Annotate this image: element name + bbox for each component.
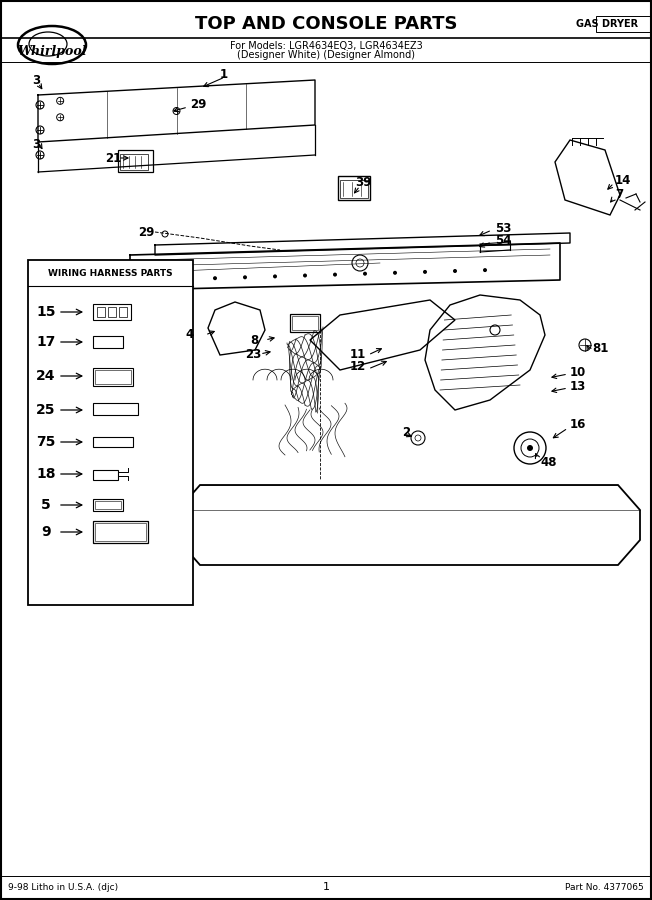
Bar bbox=[119, 307, 127, 317]
Text: 1: 1 bbox=[323, 882, 329, 892]
Text: 3: 3 bbox=[32, 74, 40, 86]
Circle shape bbox=[453, 269, 457, 273]
Bar bbox=[118, 150, 153, 172]
Text: 18: 18 bbox=[37, 467, 56, 481]
Text: 9-98 Litho in U.S.A. (djc): 9-98 Litho in U.S.A. (djc) bbox=[8, 883, 118, 892]
Bar bbox=[93, 437, 133, 447]
Text: (Designer White) (Designer Almond): (Designer White) (Designer Almond) bbox=[237, 50, 415, 60]
Text: 53: 53 bbox=[495, 221, 511, 235]
Bar bbox=[97, 307, 105, 317]
Circle shape bbox=[363, 272, 367, 275]
Text: 13: 13 bbox=[570, 380, 586, 392]
Bar bbox=[108, 307, 116, 317]
Bar bbox=[340, 180, 368, 198]
Circle shape bbox=[423, 270, 427, 274]
Text: 25: 25 bbox=[37, 403, 56, 417]
Text: 8: 8 bbox=[250, 334, 258, 346]
Text: 17: 17 bbox=[37, 335, 55, 349]
Circle shape bbox=[393, 271, 397, 274]
Text: WIRING HARNESS PARTS: WIRING HARNESS PARTS bbox=[48, 268, 173, 277]
Bar bbox=[120, 154, 148, 170]
Text: 54: 54 bbox=[495, 233, 512, 247]
Text: 15: 15 bbox=[37, 305, 56, 319]
Text: 48: 48 bbox=[540, 455, 557, 469]
Text: Part No. 4377065: Part No. 4377065 bbox=[565, 883, 644, 892]
Circle shape bbox=[183, 277, 187, 281]
Text: 16: 16 bbox=[570, 418, 586, 431]
Text: 23: 23 bbox=[245, 347, 261, 361]
Bar bbox=[596, 16, 650, 32]
Text: 12: 12 bbox=[350, 361, 366, 374]
Text: 9: 9 bbox=[41, 525, 51, 539]
Text: 4: 4 bbox=[185, 328, 193, 341]
Circle shape bbox=[333, 273, 337, 276]
Text: GAS DRYER: GAS DRYER bbox=[576, 19, 638, 29]
Text: 81: 81 bbox=[592, 341, 608, 355]
Circle shape bbox=[273, 274, 277, 278]
Bar bbox=[338, 176, 370, 200]
Bar bbox=[93, 470, 118, 480]
Bar bbox=[95, 370, 131, 384]
Bar bbox=[93, 521, 148, 543]
Text: 1: 1 bbox=[220, 68, 228, 80]
Text: 11: 11 bbox=[350, 348, 366, 362]
Text: 14: 14 bbox=[615, 174, 631, 186]
Bar bbox=[292, 316, 318, 330]
Text: 24: 24 bbox=[37, 369, 56, 383]
Text: 7: 7 bbox=[615, 188, 623, 202]
Bar bbox=[95, 523, 146, 541]
Text: 21: 21 bbox=[105, 151, 121, 165]
Text: 2: 2 bbox=[402, 426, 410, 438]
Bar bbox=[95, 501, 121, 509]
Text: 10: 10 bbox=[570, 365, 586, 379]
Bar bbox=[93, 336, 123, 348]
Text: 3: 3 bbox=[32, 138, 40, 150]
Bar bbox=[93, 403, 138, 415]
Circle shape bbox=[527, 445, 533, 451]
Bar bbox=[28, 260, 193, 605]
Text: For Models: LGR4634EQ3, LGR4634EZ3: For Models: LGR4634EQ3, LGR4634EZ3 bbox=[230, 41, 422, 51]
Text: 5: 5 bbox=[41, 498, 51, 512]
Circle shape bbox=[303, 274, 307, 277]
Text: 29: 29 bbox=[138, 226, 155, 239]
Text: 39: 39 bbox=[355, 176, 372, 188]
Text: 29: 29 bbox=[190, 98, 207, 112]
Text: TOP AND CONSOLE PARTS: TOP AND CONSOLE PARTS bbox=[195, 15, 457, 33]
Circle shape bbox=[243, 275, 247, 279]
Bar bbox=[93, 304, 131, 320]
Bar bbox=[93, 499, 123, 511]
Text: 75: 75 bbox=[37, 435, 55, 449]
Bar bbox=[93, 368, 133, 386]
Circle shape bbox=[213, 276, 217, 280]
Circle shape bbox=[153, 278, 157, 282]
Circle shape bbox=[483, 268, 487, 272]
Text: Whirlpool: Whirlpool bbox=[17, 46, 87, 58]
Bar bbox=[290, 314, 320, 332]
